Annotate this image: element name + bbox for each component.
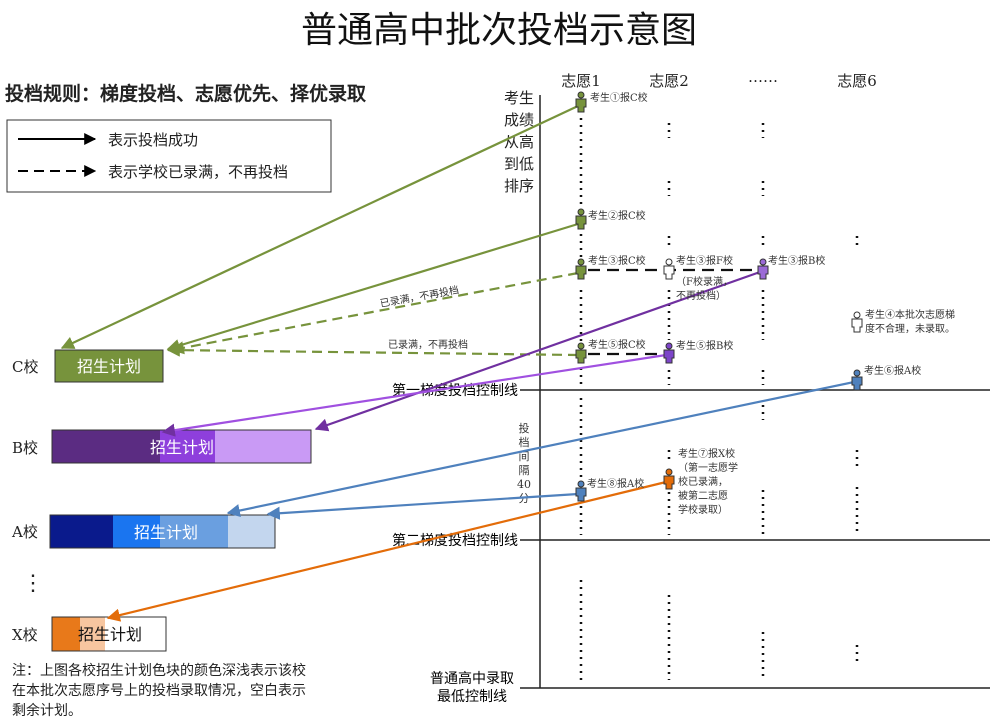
page-title: 普通高中批次投档示意图 [301,10,697,51]
second-line-label: 第二梯度投档控制线 [392,532,518,549]
svg-text:投: 投 [519,421,530,435]
min-line-label-1: 普通高中录取 [430,670,514,687]
svg-text:校已录满，: 校已录满， [678,475,728,488]
svg-text:考生⑧报A校: 考生⑧报A校 [587,477,644,490]
arrow-s5-b [161,353,667,437]
students [575,91,863,502]
arrow-s3-b [314,270,761,432]
arrow-s1-c [60,105,579,349]
first-line-label: 第一梯度投档控制线 [392,382,518,399]
arrow-s7-x [106,480,667,622]
min-line-label-2: 最低控制线 [437,689,507,705]
svg-text:注：上图各校招生计划色块的颜色深浅表示该校: 注：上图各校招生计划色块的颜色深浅表示该校 [12,662,306,679]
svg-text:考生②报C校: 考生②报C校 [588,209,646,222]
legend-solid-label: 表示投档成功 [108,131,198,149]
svg-text:成绩: 成绩 [504,111,534,129]
school-b-label: B校 [12,439,38,457]
svg-text:志愿2: 志愿2 [649,72,689,90]
student-icon-s3b [757,258,769,280]
svg-text:排序: 排序 [504,177,534,195]
svg-text:（第一志愿学: （第一志愿学 [678,461,738,474]
rule-text: 投档规则：梯度投档、志愿优先、择优录取 [5,82,366,105]
svg-text:考生①报C校: 考生①报C校 [590,91,648,104]
school-c-label: C校 [12,358,38,376]
arrows [60,105,855,622]
svg-text:志愿1: 志愿1 [561,72,601,90]
svg-text:考生⑤报B校: 考生⑤报B校 [676,339,733,352]
svg-text:考生⑦报X校: 考生⑦报X校 [678,447,735,460]
school-a-label: A校 [11,523,38,541]
student-icon-s6 [851,369,863,391]
legend: 表示投档成功 表示学校已录满，不再投档 [6,119,332,193]
dotted-columns [579,118,859,680]
school-a: A校 招生计划 [11,514,276,549]
school-x: X校 招生计划 [12,616,167,652]
student-icon-s5c [575,342,587,364]
svg-text:……: …… [748,68,778,86]
student-icon-s2 [575,208,587,230]
svg-text:考生③报B校: 考生③报B校 [768,254,825,267]
school-b: B校 招生计划 [12,429,312,464]
arrow-s6-a [226,380,855,518]
svg-text:考生④本批次志愿梯: 考生④本批次志愿梯 [865,308,955,321]
full-label-1: 已录满，不再投档 [379,283,460,310]
svg-text:档: 档 [519,435,530,449]
svg-text:考生⑥报A校: 考生⑥报A校 [864,364,921,377]
school-b-plan: 招生计划 [150,438,214,457]
svg-text:度不合理，未录取。: 度不合理，未录取。 [865,322,955,335]
svg-text:40: 40 [517,478,531,491]
legend-dashed-label: 表示学校已录满，不再投档 [108,163,288,181]
student-icon-s8 [575,480,587,502]
student-icon-s5b [663,342,675,364]
arrow-s5-c-full [166,343,579,357]
svg-text:考生③报F校: 考生③报F校 [676,254,733,267]
svg-text:剩余计划。: 剩余计划。 [12,702,82,719]
note: 注：上图各校招生计划色块的颜色深浅表示该校在本批次志愿序号上的投档录取情况，空白… [12,662,306,719]
svg-text:在本批次志愿序号上的投档录取情况，空白表示: 在本批次志愿序号上的投档录取情况，空白表示 [12,683,306,699]
svg-text:考生⑤报C校: 考生⑤报C校 [588,338,646,351]
more-schools-ellipsis: ⋮ [22,571,44,596]
column-headers: 志愿1 志愿2 …… 志愿6 [561,68,877,90]
arrow-s3-c-full [170,271,579,355]
svg-text:被第二志愿: 被第二志愿 [678,489,728,502]
student-icon-s1 [575,91,587,113]
school-x-plan: 招生计划 [78,625,142,644]
school-a-plan: 招生计划 [134,523,198,542]
student-labels: 考生①报C校 考生②报C校 考生③报C校 考生③报F校 （F校录满，不再投档） … [587,91,955,516]
arrow-s2-c [166,222,579,352]
svg-text:考生: 考生 [504,89,534,107]
student-icon-s4 [851,311,863,333]
svg-text:考生③报C校: 考生③报C校 [588,254,646,267]
svg-text:志愿6: 志愿6 [837,72,877,90]
student-icon-s3c [575,258,587,280]
student-icon-s7 [663,468,675,490]
svg-text:间: 间 [519,450,530,463]
student-icon-s3f [663,258,675,280]
svg-text:学校录取）: 学校录取） [678,503,728,516]
school-x-label: X校 [12,626,38,644]
school-c-plan: 招生计划 [77,357,141,376]
interval-label: 投档 间隔 40分 [517,421,531,505]
svg-text:隔: 隔 [519,464,530,477]
svg-text:到低: 到低 [504,155,534,173]
svg-text:不再投档）: 不再投档） [676,289,726,302]
full-label-2: 已录满，不再投档 [388,338,468,351]
svg-text:从高: 从高 [504,133,534,151]
svg-text:（F校录满，: （F校录满， [676,275,733,288]
arrow-s8-a [266,492,579,520]
school-c: C校 招生计划 [12,349,164,383]
